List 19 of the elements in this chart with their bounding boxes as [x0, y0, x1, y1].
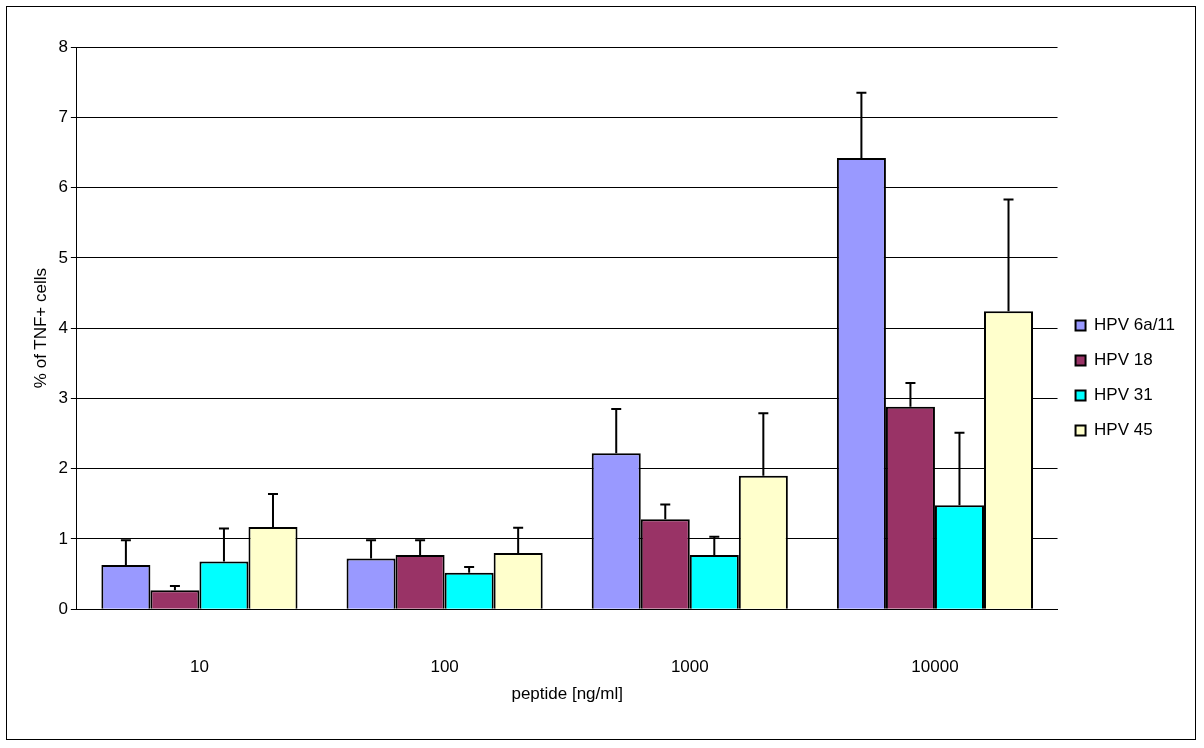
x-axis-title: peptide [ng/ml] [511, 684, 623, 704]
x-tick-label: 10 [189, 657, 209, 677]
x-tick-label: 100 [430, 657, 459, 677]
x-tick-label: 1000 [670, 657, 709, 677]
y-tick-label: 3 [58, 388, 68, 408]
x-tick-label: 10000 [911, 657, 959, 677]
y-axis-title: % of TNF+ cells [30, 268, 50, 389]
y-tick-label: 1 [58, 528, 68, 548]
y-tick-label: 6 [58, 177, 68, 197]
y-tick-label: 5 [58, 247, 68, 267]
legend-label: HPV 45 [1094, 420, 1153, 440]
y-tick-label: 8 [58, 36, 68, 56]
y-tick-label: 2 [58, 458, 68, 478]
legend-label: HPV 18 [1094, 350, 1153, 370]
legend-label: HPV 6a/11 [1094, 315, 1176, 335]
y-tick-label: 4 [58, 317, 68, 337]
y-tick-label: 7 [58, 106, 68, 126]
legend-label: HPV 31 [1094, 385, 1153, 405]
y-tick-label: 0 [58, 598, 68, 618]
